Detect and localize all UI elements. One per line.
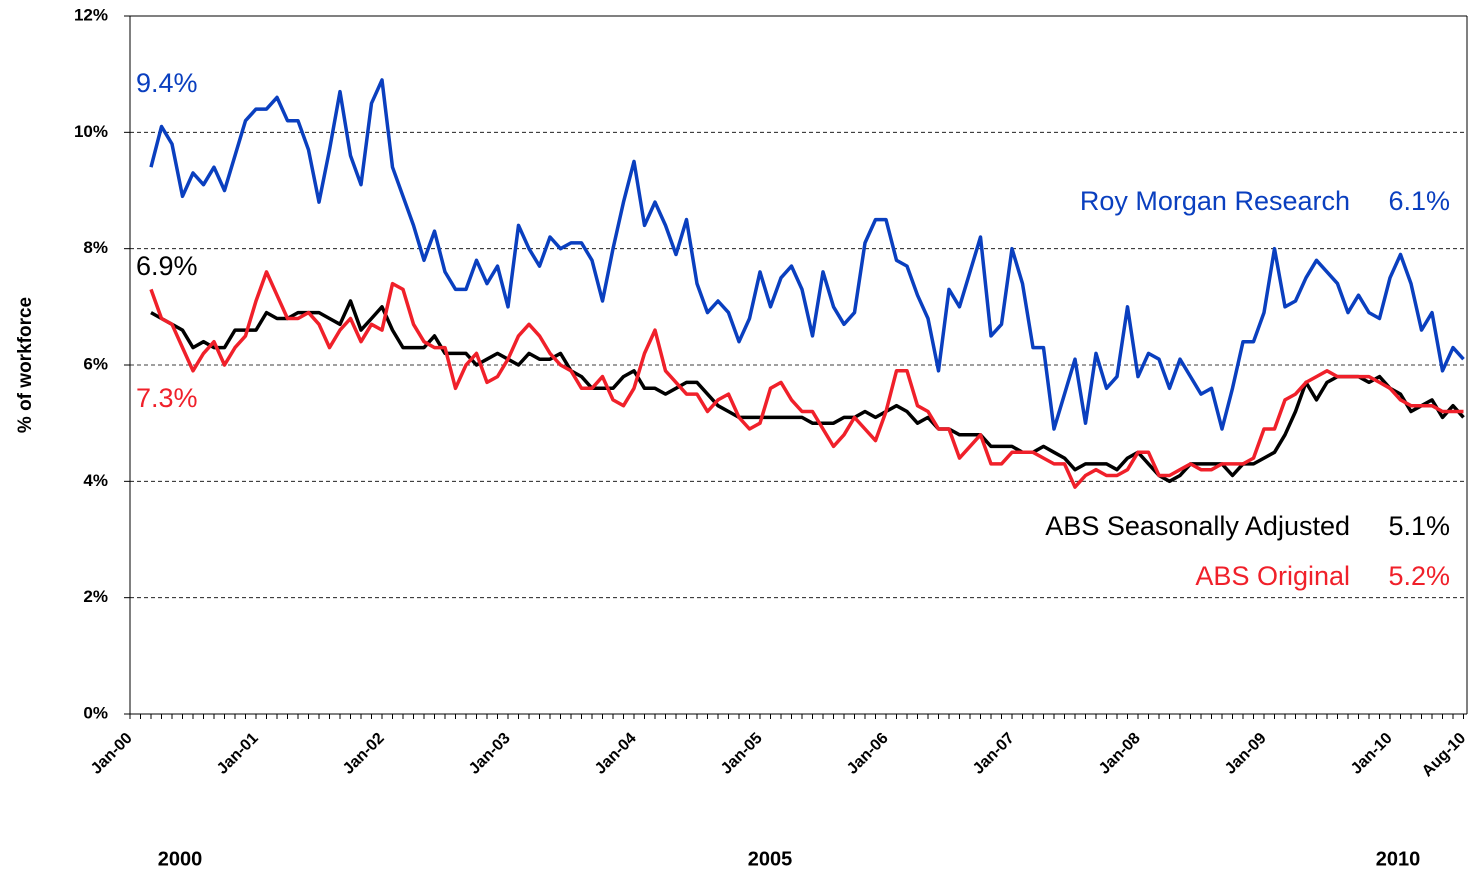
x-tick-label: Aug-10 — [1419, 730, 1469, 780]
x-tick-label: Jan-10 — [1348, 730, 1396, 778]
series-line — [150, 299, 1465, 484]
x-section-label: 2005 — [748, 848, 793, 870]
x-tick-label: Jan-07 — [970, 730, 1018, 778]
series-line — [149, 78, 1465, 431]
y-tick-label: 8% — [83, 238, 108, 257]
legend-label: Roy Morgan Research — [1080, 186, 1350, 216]
x-tick-label: Jan-06 — [844, 730, 892, 778]
y-tick-label: 2% — [83, 587, 108, 606]
x-tick-label: Jan-05 — [718, 730, 766, 778]
y-tick-label: 4% — [83, 471, 108, 490]
x-section-label: 2000 — [158, 848, 203, 870]
x-tick-label: Jan-09 — [1222, 730, 1270, 778]
legend-label: ABS Original — [1195, 561, 1350, 591]
y-tick-label: 6% — [83, 354, 108, 373]
y-tick-label: 10% — [74, 122, 108, 141]
start-label: 9.4% — [136, 68, 198, 98]
start-label: 7.3% — [136, 383, 198, 413]
x-tick-label: Jan-00 — [88, 730, 136, 778]
y-axis-label: % of workforce — [15, 297, 36, 433]
start-label: 6.9% — [136, 251, 198, 281]
x-tick-label: Jan-04 — [592, 730, 640, 778]
x-section-label: 2010 — [1376, 848, 1421, 870]
x-tick-label: Jan-02 — [340, 730, 388, 778]
series-line — [149, 270, 1464, 489]
x-tick-label: Jan-01 — [214, 730, 262, 778]
legend-label: ABS Seasonally Adjusted — [1045, 511, 1350, 541]
x-tick-label: Jan-08 — [1096, 730, 1144, 778]
y-tick-label: 0% — [83, 703, 108, 722]
end-label: 5.2% — [1388, 561, 1450, 591]
x-tick-label: Jan-03 — [466, 730, 514, 778]
end-label: 5.1% — [1388, 511, 1450, 541]
end-label: 6.1% — [1388, 186, 1450, 216]
y-tick-label: 12% — [74, 5, 108, 24]
